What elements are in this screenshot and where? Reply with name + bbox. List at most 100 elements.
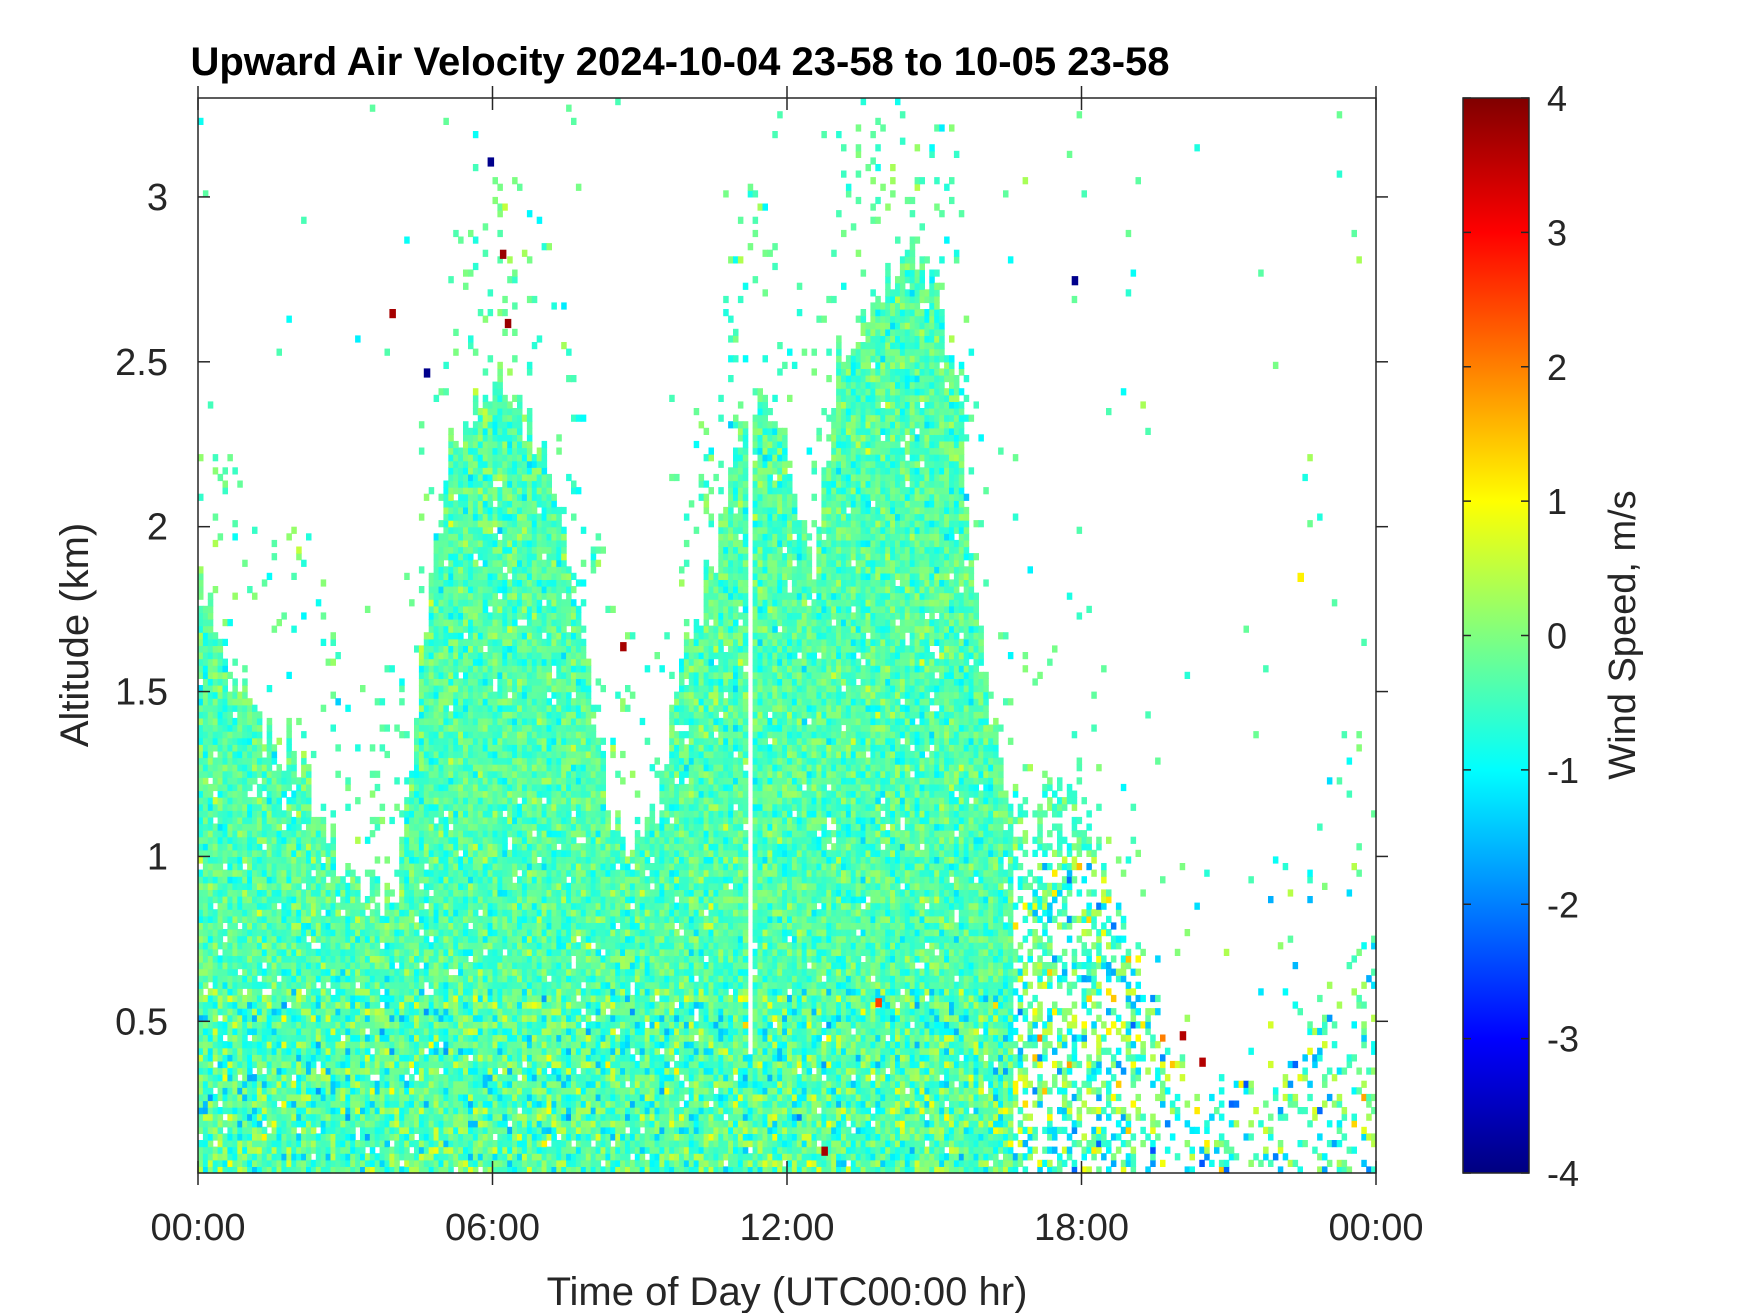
data-cell: [212, 1126, 219, 1134]
data-cell: [222, 856, 228, 864]
data-cell: [497, 460, 503, 468]
data-cell: [418, 717, 425, 726]
data-cell: [418, 816, 425, 825]
data-cell: [237, 935, 243, 943]
data-cell: [438, 1113, 444, 1121]
data-cell: [350, 1107, 356, 1115]
data-cell: [281, 810, 287, 818]
data-cell: [438, 704, 444, 712]
data-cell: [198, 803, 204, 811]
data-cell: [237, 1001, 243, 1009]
data-cell: [472, 599, 479, 607]
data-cell: [286, 1047, 292, 1055]
data-cell: [404, 1001, 410, 1009]
data-cell: [438, 1159, 444, 1167]
data-cell: [374, 902, 381, 910]
data-cell: [428, 1133, 435, 1141]
data-cell: [227, 790, 233, 798]
data-cell: [286, 981, 292, 989]
data-cell: [384, 750, 390, 759]
data-cell: [276, 777, 282, 785]
data-cell: [492, 717, 498, 726]
data-cell: [487, 619, 494, 627]
data-cell: [443, 665, 449, 673]
data-cell: [468, 1100, 474, 1108]
data-cell: [458, 922, 464, 930]
data-cell: [261, 935, 268, 943]
data-cell: [428, 1087, 435, 1095]
data-cell: [433, 652, 440, 660]
data-cell: [453, 665, 459, 673]
data-cell: [202, 1067, 209, 1075]
data-cell: [389, 975, 395, 983]
data-cell: [355, 1087, 361, 1095]
data-cell: [237, 1140, 243, 1148]
data-cell: [271, 856, 278, 864]
data-cell: [345, 942, 351, 950]
data-cell: [443, 1159, 449, 1167]
data-cell: [315, 1001, 322, 1009]
data-cell: [286, 988, 292, 996]
data-cell: [512, 579, 518, 587]
data-cell: [350, 1100, 356, 1108]
data-cell: [207, 599, 214, 607]
data-cell: [448, 579, 454, 587]
data-cell: [468, 1133, 474, 1141]
data-cell: [301, 1021, 307, 1029]
data-cell: [291, 1080, 297, 1088]
data-cell: [512, 553, 518, 561]
data-cell: [453, 790, 459, 798]
data-cell: [320, 863, 327, 871]
data-cell: [428, 1093, 435, 1102]
data-cell: [497, 572, 503, 580]
data-cell: [517, 816, 523, 825]
data-cell: [468, 968, 474, 976]
data-cell: [507, 473, 513, 482]
data-cell: [448, 737, 454, 745]
data-cell: [414, 1067, 420, 1075]
data-cell: [414, 830, 420, 838]
data-cell: [374, 955, 381, 963]
data-cell: [394, 1047, 400, 1055]
data-cell: [242, 711, 248, 719]
data-cell: [325, 1093, 332, 1102]
data-cell: [482, 1146, 489, 1154]
data-cell: [340, 1054, 346, 1062]
data-cell: [453, 1107, 459, 1115]
data-cell: [266, 770, 273, 778]
data-cell: [497, 711, 503, 719]
data-cell: [414, 1159, 420, 1167]
data-cell: [418, 968, 425, 976]
data-cell: [345, 783, 351, 792]
data-cell: [261, 1001, 268, 1009]
data-cell: [242, 929, 248, 937]
data-cell: [443, 803, 449, 811]
data-cell: [217, 691, 224, 699]
data-cell: [252, 988, 258, 996]
data-cell: [399, 1166, 405, 1174]
data-cell: [345, 1166, 351, 1174]
data-cell: [345, 902, 351, 910]
data-cell: [428, 882, 435, 890]
data-cell: [502, 493, 508, 501]
data-cell: [433, 889, 440, 897]
data-cell: [492, 863, 498, 871]
data-cell: [414, 1140, 420, 1148]
data-cell: [247, 915, 253, 923]
data-cell: [286, 1067, 292, 1075]
data-cell: [291, 1153, 297, 1161]
data-cell: [340, 994, 346, 1003]
data-cell: [477, 790, 484, 798]
data-cell: [482, 1159, 489, 1167]
data-cell: [202, 948, 209, 956]
data-cell: [492, 638, 498, 646]
data-cell: [428, 1080, 435, 1088]
data-cell: [320, 849, 327, 857]
data-cell: [374, 935, 381, 943]
data-cell: [335, 902, 341, 910]
data-cells: [198, 98, 1377, 1174]
data-cell: [507, 632, 513, 640]
data-cell: [271, 810, 278, 818]
data-cell: [428, 665, 435, 673]
data-cell: [281, 1034, 287, 1042]
